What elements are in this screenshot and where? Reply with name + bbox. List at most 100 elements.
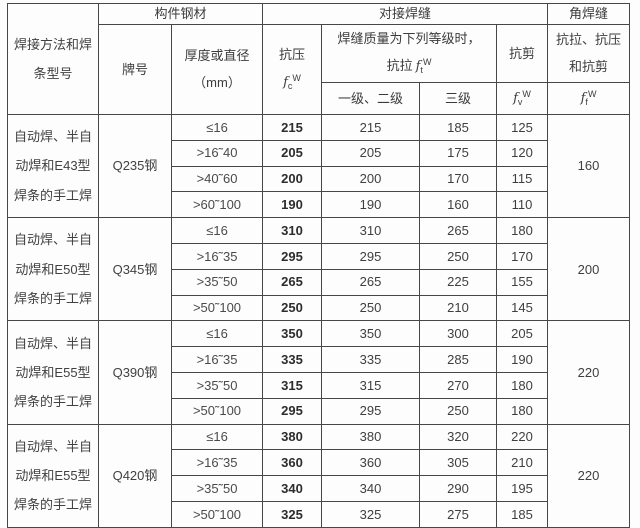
grade-cell: Q345钢 [98, 217, 172, 322]
ft12-value-cell: 295 [321, 397, 421, 425]
fv-value-cell: 155 [496, 268, 549, 296]
ft12-value-cell: 295 [321, 242, 421, 270]
thickness-cell: >35˜50 [170, 371, 264, 399]
weld-strength-table: 焊接方法和焊条型号 构件钢材 对接焊缝 角焊缝 牌号 厚度或直径 （mm） 抗压… [7, 3, 631, 528]
ft3-value-cell: 270 [419, 371, 498, 399]
table-row: 自动焊、半自动焊和E55型焊条的手工焊 Q390钢 ≤16 350 350 30… [7, 320, 631, 425]
ft3-value-cell: 225 [419, 268, 498, 296]
header-fillet-line1: 抗拉、抗压 [556, 31, 622, 47]
fv-value-cell: 185 [496, 500, 549, 528]
ft12-value-cell: 340 [321, 475, 421, 502]
fv-value-cell: 210 [496, 449, 549, 477]
thickness-cell: >35˜50 [170, 475, 264, 502]
fv-value-cell: 205 [496, 320, 549, 348]
thickness-cell: >50˜100 [170, 500, 264, 528]
fv-symbol-cell: fvW [496, 82, 549, 115]
table-row: >40˜60 200 200 170 115 [8, 165, 630, 193]
header-grade: 牌号 [98, 24, 172, 115]
ft3-value-cell: 300 [419, 320, 498, 348]
thickness-cell: >16˜35 [170, 242, 264, 270]
table-row: 自动焊、半自动焊和E55型焊条的手工焊 Q420钢 ≤16 380 380 32… [7, 423, 631, 528]
header-grade3: 三级 [419, 82, 498, 115]
ft3-value-cell: 290 [419, 475, 498, 502]
fc-value-cell: 295 [262, 242, 323, 270]
fv-value-cell: 110 [496, 191, 549, 219]
ft12-value-cell: 190 [321, 191, 421, 219]
fv-value-cell: 190 [496, 346, 549, 373]
ft12-value-cell: 380 [321, 423, 421, 451]
ft3-value-cell: 210 [419, 294, 498, 322]
ft3-value-cell: 250 [419, 397, 498, 425]
ft3-value-cell: 265 [419, 217, 498, 244]
header-method: 焊接方法和焊条型号 [7, 3, 99, 115]
header-thickness: 厚度或直径 （mm） [170, 24, 264, 115]
header-quality-line1: 焊缝质量为下列等级时， [337, 31, 481, 47]
ft3-value-cell: 160 [419, 191, 498, 219]
header-steel-group: 构件钢材 [97, 3, 264, 25]
table-row: >16˜40 205 205 175 120 [8, 139, 630, 167]
fc-symbol: fcW [283, 73, 301, 91]
ft12-value-cell: 215 [321, 114, 421, 141]
thickness-cell: >16˜35 [170, 346, 264, 373]
header-thickness-line2: （mm） [193, 74, 241, 90]
fc-value-cell: 380 [262, 423, 323, 451]
fc-value-cell: 295 [262, 397, 323, 425]
fc-value-cell: 350 [262, 320, 323, 348]
fv-value-cell: 170 [496, 242, 549, 270]
ft3-value-cell: 320 [419, 423, 498, 451]
ft3-value-cell: 175 [419, 139, 498, 167]
table-row: >16˜35 335 335 285 190 [8, 346, 630, 373]
method-cell: 自动焊、半自动焊和E43型焊条的手工焊 [7, 113, 99, 219]
ft12-value-cell: 265 [321, 268, 421, 296]
ft12-value-cell: 310 [321, 217, 421, 244]
ff-symbol-cell: ffW [547, 82, 631, 115]
thickness-cell: >16˜35 [170, 449, 264, 477]
header-compression-label: 抗压 [279, 47, 306, 63]
header-butt-weld-group: 对接焊缝 [262, 3, 549, 25]
fc-value-cell: 200 [262, 165, 323, 193]
fv-value-cell: 180 [496, 217, 549, 244]
ft12-value-cell: 335 [321, 346, 421, 373]
ft12-value-cell: 325 [321, 500, 421, 528]
header-grade12: 一级、二级 [321, 82, 421, 115]
ft3-value-cell: 275 [419, 500, 498, 528]
fc-value-cell: 325 [262, 500, 323, 528]
fc-value-cell: 360 [262, 449, 323, 477]
table-row: 自动焊、半自动焊和E50型焊条的手工焊 Q345钢 ≤16 310 310 26… [7, 217, 631, 322]
fc-value-cell: 315 [262, 371, 323, 399]
grade-cell: Q390钢 [98, 320, 172, 425]
ft12-value-cell: 350 [321, 320, 421, 348]
ft3-value-cell: 185 [419, 114, 498, 141]
header-fillet-types: 抗拉、抗压 和抗剪 [547, 24, 631, 83]
fv-value-cell: 180 [496, 371, 549, 399]
fv-value-cell: 195 [496, 475, 549, 502]
fv-value-cell: 220 [496, 423, 549, 451]
thickness-cell: >16˜40 [170, 139, 264, 167]
ft12-value-cell: 205 [321, 139, 421, 167]
grade-cell: Q420钢 [98, 423, 172, 528]
thickness-cell: >50˜100 [170, 397, 264, 425]
fv-value-cell: 125 [496, 114, 549, 141]
ft12-value-cell: 315 [321, 371, 421, 399]
header-row-1: 焊接方法和焊条型号 构件钢材 对接焊缝 角焊缝 [7, 3, 631, 115]
header-row-2: 牌号 厚度或直径 （mm） 抗压 fcW 焊缝质量为下列等级时， 抗拉 ftW 抗… [8, 24, 631, 115]
ft12-value-cell: 200 [321, 165, 421, 193]
fv-value-cell: 145 [496, 294, 549, 322]
ft3-value-cell: 305 [419, 449, 498, 477]
header-fillet-weld-group: 角焊缝 [547, 3, 631, 25]
thickness-cell: ≤16 [170, 217, 264, 244]
header-row-3: 一级、二级 三级 fvW ffW [8, 82, 631, 115]
header-shear: 抗剪 [496, 24, 549, 83]
thickness-cell: >40˜60 [170, 165, 264, 193]
fc-value-cell: 215 [262, 114, 323, 141]
method-cell: 自动焊、半自动焊和E55型焊条的手工焊 [7, 423, 99, 528]
fc-value-cell: 340 [262, 475, 323, 502]
method-cell: 自动焊、半自动焊和E50型焊条的手工焊 [7, 217, 99, 322]
ft12-value-cell: 250 [321, 294, 421, 322]
header-compression: 抗压 fcW [262, 24, 323, 115]
header-weld-quality: 焊缝质量为下列等级时， 抗拉 ftW [321, 24, 498, 83]
table-row: 自动焊、半自动焊和E43型焊条的手工焊 Q235钢 ≤16 215 215 18… [7, 113, 631, 219]
thickness-cell: ≤16 [170, 423, 264, 451]
table-row: >16˜35 360 360 305 210 [8, 449, 630, 477]
ft-symbol: ftW [415, 57, 432, 75]
